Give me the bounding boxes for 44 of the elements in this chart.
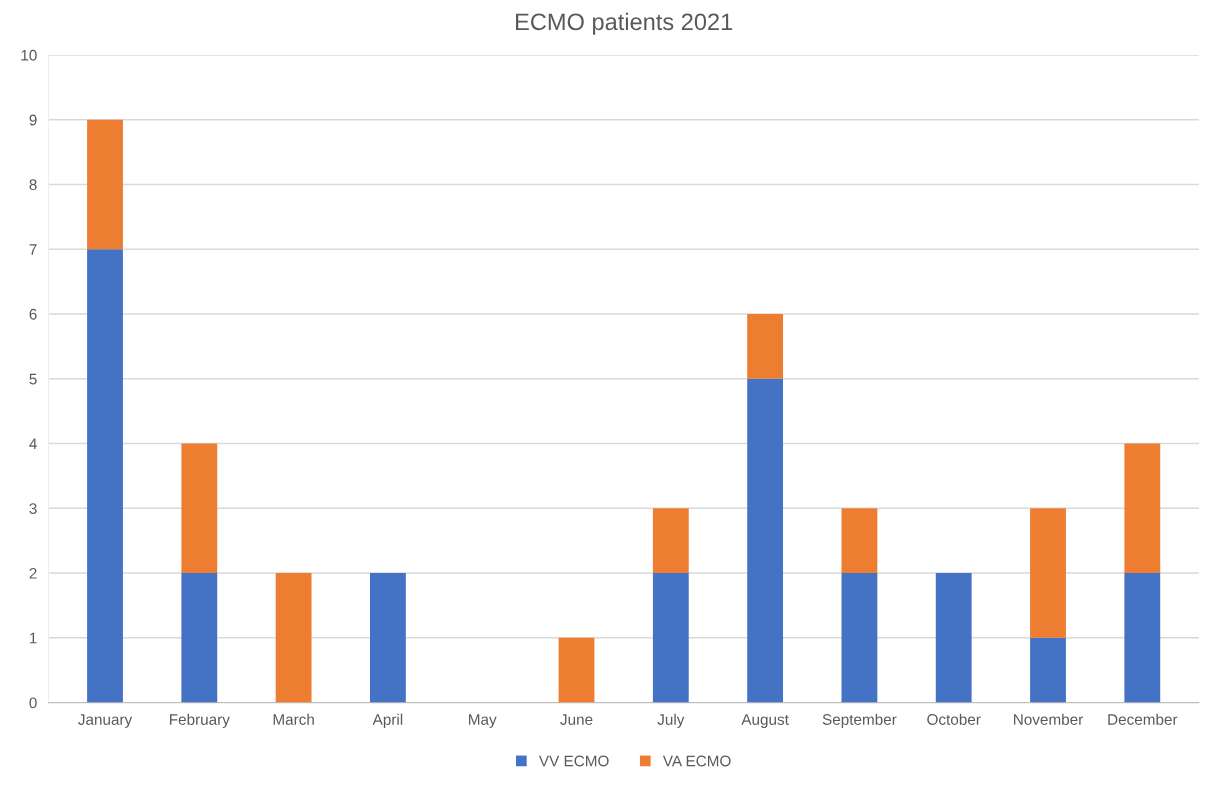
bar xyxy=(652,573,689,703)
y-tick-label: 3 xyxy=(29,503,37,514)
bar xyxy=(747,378,784,703)
y-tick-label: 0 xyxy=(29,697,37,709)
x-tick-label: August xyxy=(741,714,789,728)
x-tick-label: July xyxy=(657,713,685,728)
bar xyxy=(747,314,784,379)
legend-label: VA ECMO xyxy=(662,755,731,767)
x-tick-label: March xyxy=(273,713,314,725)
bar xyxy=(87,249,123,703)
bar xyxy=(1124,443,1161,574)
y-tick-label: 2 xyxy=(29,567,37,579)
chart-title: ECMO patients 2021 xyxy=(516,12,733,35)
x-tick-label: April xyxy=(372,713,403,728)
x-tick-label: May xyxy=(469,714,497,728)
x-tick-label: October xyxy=(927,713,981,725)
bar xyxy=(558,637,595,703)
bar xyxy=(275,573,312,703)
y-tick-label: 4 xyxy=(29,438,37,450)
y-tick-label: 7 xyxy=(29,244,37,255)
y-tick-label: 1 xyxy=(30,632,37,644)
bar xyxy=(1124,573,1161,703)
x-tick-label: June xyxy=(560,714,593,725)
bar xyxy=(181,573,218,703)
x-tick-label: February xyxy=(170,713,230,728)
x-tick-label: September xyxy=(822,713,897,728)
bar xyxy=(841,508,878,574)
y-tick-label: 5 xyxy=(29,373,37,385)
bar xyxy=(370,573,406,703)
x-tick-label: January xyxy=(78,714,133,728)
y-tick-label: 9 xyxy=(29,114,37,126)
bar xyxy=(1030,508,1066,638)
x-tick-label: November xyxy=(1014,713,1083,725)
legend-label: VV ECMO xyxy=(538,755,609,767)
bar xyxy=(87,119,123,250)
bar xyxy=(652,508,689,574)
y-tick-label: 6 xyxy=(29,308,37,320)
bar xyxy=(935,573,972,703)
bar xyxy=(181,443,218,574)
y-tick-label: 10 xyxy=(21,49,37,61)
x-tick-label: December xyxy=(1108,713,1178,725)
bar xyxy=(841,573,878,703)
y-tick-label: 8 xyxy=(29,179,37,191)
bar xyxy=(1030,637,1066,703)
